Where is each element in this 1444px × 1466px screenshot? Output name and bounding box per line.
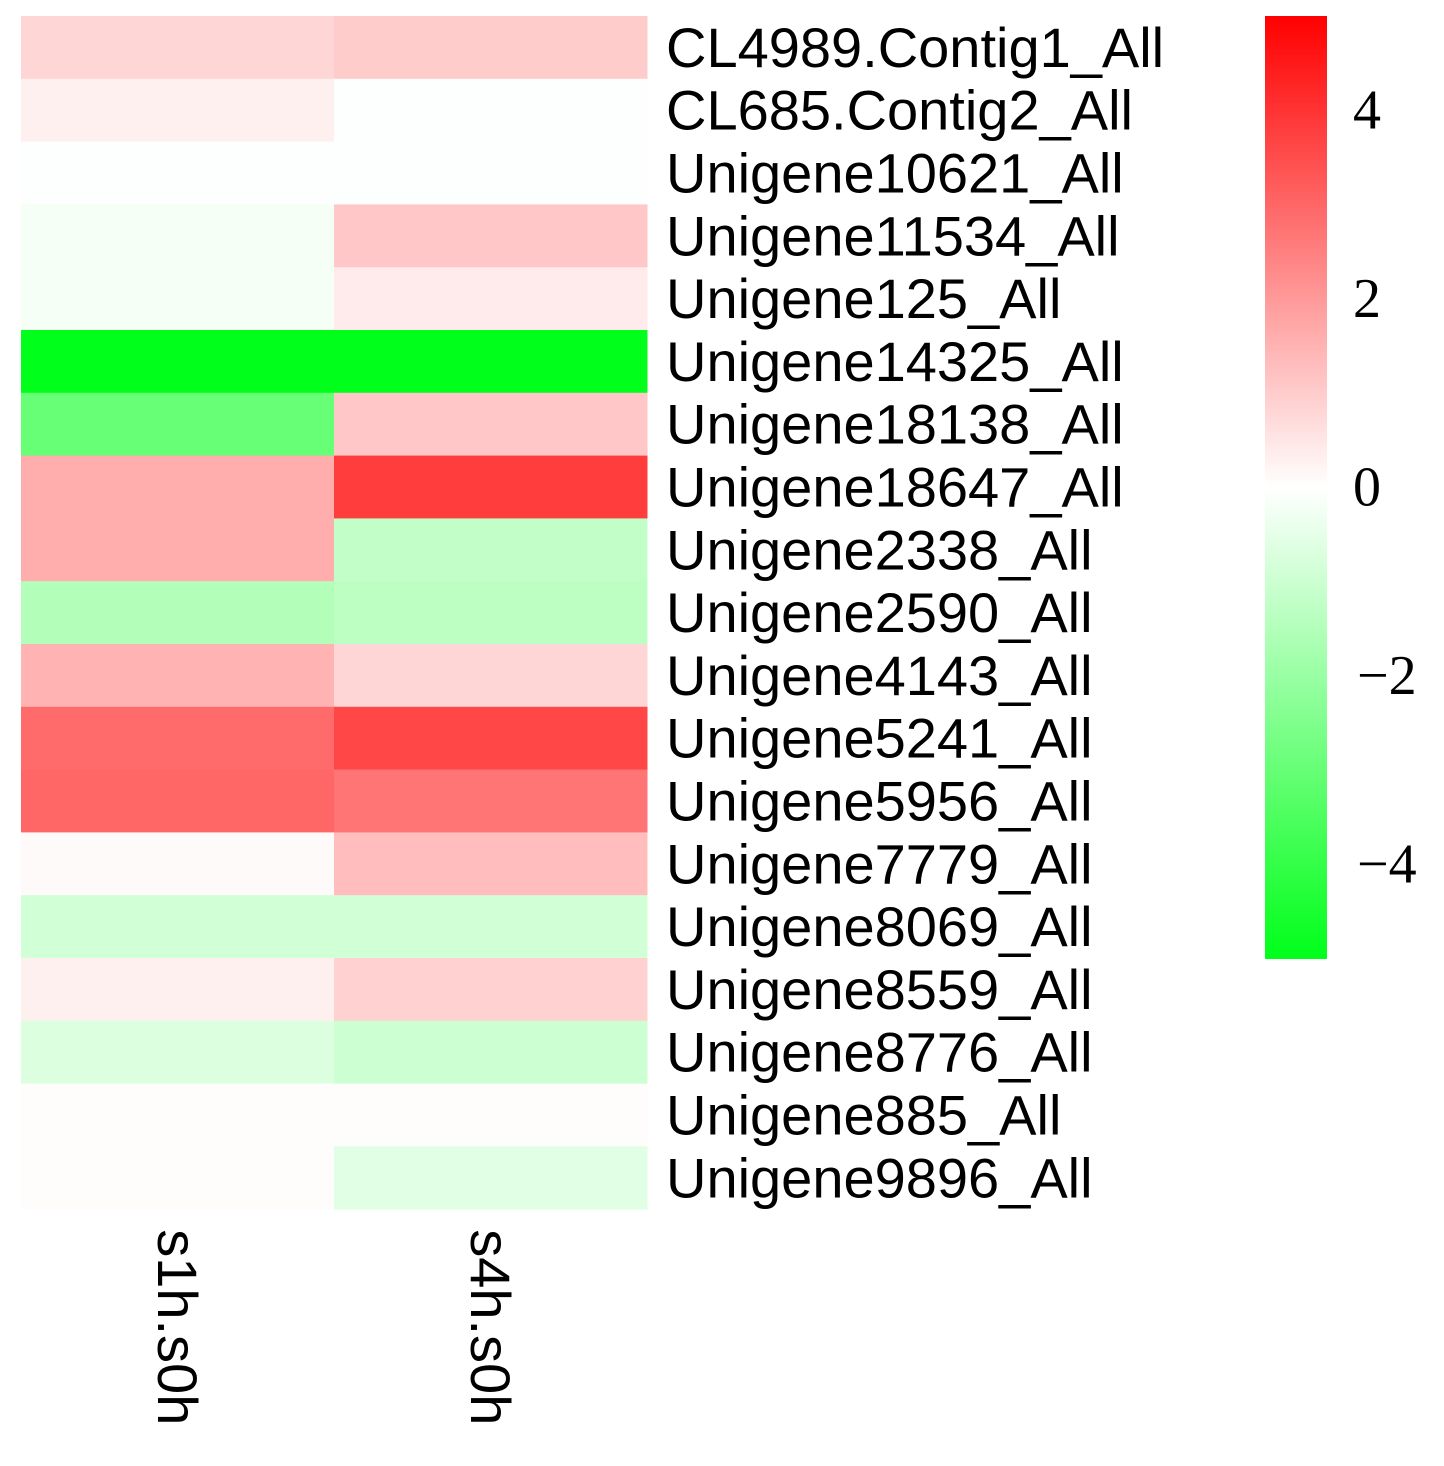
heatmap-cell — [334, 518, 648, 582]
heatmap-cell — [334, 392, 648, 457]
heatmap-cell — [21, 267, 335, 331]
heatmap-cell — [334, 1020, 648, 1085]
heatmap-cell — [21, 1020, 335, 1085]
color-bar-ticks: 4 2 0 −2 −4 — [1353, 79, 1417, 895]
row-label: Unigene5241_All — [666, 707, 1093, 770]
row-label: Unigene11534_All — [666, 204, 1120, 267]
row-label: Unigene7779_All — [666, 832, 1093, 895]
heatmap-cell — [21, 832, 335, 896]
heatmap-cell — [21, 518, 335, 582]
color-bar-gradient — [1265, 16, 1327, 959]
heatmap-cell — [334, 958, 648, 1022]
row-label: Unigene5956_All — [666, 770, 1093, 833]
heatmap-cell — [334, 78, 648, 143]
heatmap-cell — [21, 455, 335, 519]
heatmap-cell — [334, 330, 648, 394]
color-bar-tick-label: −2 — [1357, 645, 1417, 707]
row-label: Unigene8559_All — [666, 958, 1093, 1021]
row-label: Unigene125_All — [666, 267, 1061, 330]
heatmap-cell — [334, 769, 648, 833]
row-label: CL685.Contig2_All — [666, 79, 1133, 142]
row-label: Unigene18138_All — [666, 393, 1124, 456]
heatmap-cell — [21, 895, 335, 959]
heatmap-cell — [21, 706, 335, 771]
heatmap-cell — [334, 141, 648, 205]
heatmap-cell — [21, 958, 335, 1022]
row-label: Unigene8069_All — [666, 895, 1093, 958]
color-bar-tick-label: 2 — [1353, 268, 1381, 330]
heatmap-cell — [21, 1146, 335, 1210]
heatmap-cell — [334, 581, 648, 645]
row-label: CL4989.Contig1_All — [666, 16, 1164, 79]
column-label: s1h.s0h — [146, 1229, 209, 1425]
heatmap-cell — [334, 832, 648, 896]
color-bar-tick-label: −4 — [1357, 834, 1417, 896]
heatmap-cell — [21, 581, 335, 645]
color-bar-tick-label: 4 — [1353, 79, 1381, 141]
heatmap-cell — [334, 1146, 648, 1210]
row-label: Unigene10621_All — [666, 142, 1124, 205]
row-label: Unigene2590_All — [666, 581, 1093, 644]
row-label: Unigene18647_All — [666, 456, 1124, 519]
column-labels: s1h.s0h s4h.s0h — [146, 1229, 522, 1425]
heatmap-cell — [334, 16, 648, 80]
row-label: Unigene8776_All — [666, 1021, 1093, 1084]
heatmap-cell — [334, 706, 648, 771]
column-label: s4h.s0h — [459, 1229, 522, 1425]
row-label: Unigene9896_All — [666, 1146, 1093, 1209]
heatmap-cell — [21, 392, 335, 457]
color-bar-tick-label: 0 — [1353, 457, 1381, 519]
heatmap-cell — [21, 78, 335, 143]
row-label: Unigene14325_All — [666, 330, 1124, 393]
heatmap-cell — [21, 204, 335, 268]
heatmap-cell — [21, 16, 335, 80]
heatmap-cell — [21, 330, 335, 394]
row-label: Unigene2338_All — [666, 518, 1093, 581]
color-bar: 4 2 0 −2 −4 — [1265, 16, 1417, 959]
heatmap-cell — [334, 455, 648, 519]
row-label: Unigene4143_All — [666, 644, 1093, 707]
row-labels: CL4989.Contig1_AllCL685.Contig2_AllUnige… — [666, 16, 1164, 1209]
heatmap-cell — [21, 769, 335, 833]
heatmap-cell — [334, 204, 648, 268]
heatmap-cell — [21, 1083, 335, 1147]
heatmap-cell — [21, 644, 335, 708]
heatmap-cell — [334, 895, 648, 959]
heatmap-cell — [334, 644, 648, 708]
heatmap-cell — [21, 141, 335, 205]
row-label: Unigene885_All — [666, 1084, 1061, 1147]
heatmap-cells — [21, 16, 648, 1210]
heatmap-cell — [334, 267, 648, 331]
heatmap-cell — [334, 1083, 648, 1147]
